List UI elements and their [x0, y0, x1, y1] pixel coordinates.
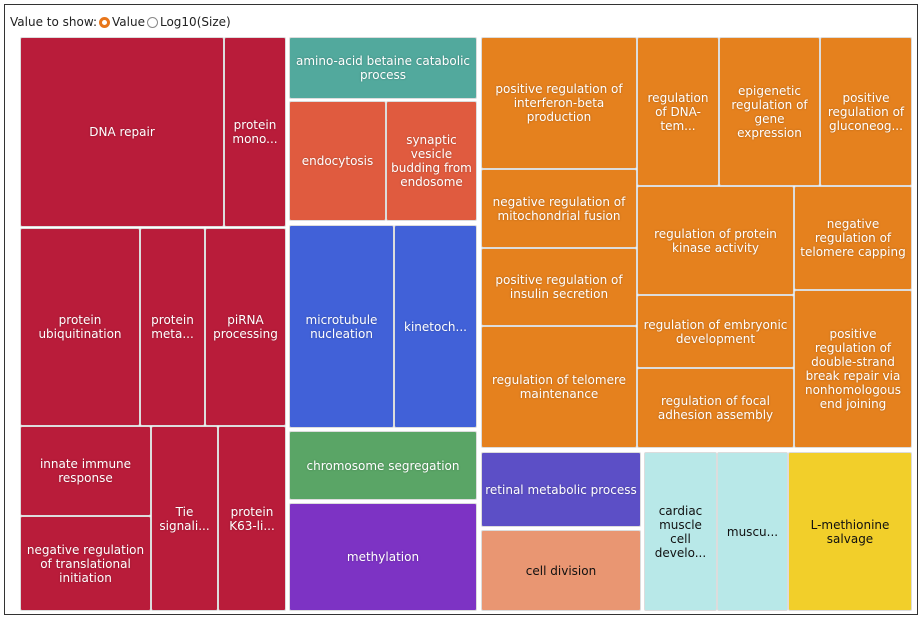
- treemap-tile-label: cell division: [525, 563, 597, 578]
- treemap-tile[interactable]: amino-acid betaine catabolic process: [289, 37, 477, 99]
- treemap-tile[interactable]: methylation: [289, 503, 477, 611]
- treemap-tile-label: amino-acid betaine catabolic process: [295, 54, 471, 82]
- treemap-tile-label: positive regulation of double-strand bre…: [804, 327, 902, 411]
- treemap-tile-label: protein meta...: [151, 313, 194, 341]
- treemap-tile-label: muscu...: [726, 524, 779, 539]
- treemap-tile[interactable]: protein ubiquitination: [20, 228, 140, 426]
- treemap-tile-label: methylation: [346, 550, 420, 564]
- radio-value[interactable]: Value: [99, 15, 145, 29]
- treemap-tile[interactable]: positive regulation of insulin secretion: [481, 248, 637, 326]
- chart-frame: [4, 4, 918, 615]
- treemap-tile[interactable]: cell division: [481, 530, 641, 611]
- treemap-tile[interactable]: regulation of protein kinase activity: [637, 186, 794, 295]
- treemap-tile-label: protein mono...: [232, 118, 278, 146]
- treemap-tile[interactable]: epigenetic regulation of gene expression: [719, 37, 820, 186]
- treemap-tile-label: epigenetic regulation of gene expression: [731, 83, 808, 140]
- treemap-tile[interactable]: kinetoch...: [394, 225, 477, 428]
- treemap-tile-label: cardiac muscle cell develo...: [654, 503, 707, 560]
- treemap-tile-label: DNA repair: [89, 125, 155, 139]
- treemap-tile[interactable]: chromosome segregation: [289, 431, 477, 500]
- treemap-tile[interactable]: protein K63-li...: [218, 426, 286, 611]
- treemap-tile[interactable]: negative regulation of mitochondrial fus…: [481, 169, 637, 248]
- treemap-tile-label: positive regulation of interferon-beta p…: [495, 82, 623, 124]
- treemap-tile[interactable]: regulation of telomere maintenance: [481, 326, 637, 448]
- treemap-tile-label: regulation of telomere maintenance: [491, 373, 627, 401]
- treemap-tile-label: negative regulation of mitochondrial fus…: [492, 194, 626, 223]
- treemap-tile[interactable]: negative regulation of telomere capping: [794, 186, 912, 290]
- treemap-tile-label: microtubule nucleation: [305, 312, 378, 341]
- treemap-tile[interactable]: regulation of focal adhesion assembly: [637, 368, 794, 448]
- treemap-tile-label: endocytosis: [301, 154, 374, 168]
- treemap-tile[interactable]: positive regulation of interferon-beta p…: [481, 37, 637, 169]
- treemap-tile-label: kinetoch...: [404, 319, 467, 334]
- radio-log10-size-label: Log10(Size): [159, 15, 231, 29]
- treemap-tile-label: regulation of embryonic development: [643, 317, 788, 346]
- treemap-tile[interactable]: L-methionine salvage: [788, 452, 912, 611]
- treemap-tile[interactable]: microtubule nucleation: [289, 225, 394, 428]
- value-selector: Value to show: Value Log10(Size): [10, 15, 231, 29]
- treemap-tile[interactable]: protein mono...: [224, 37, 286, 227]
- radio-value-label: Value: [112, 15, 145, 29]
- treemap-tile[interactable]: protein meta...: [140, 228, 205, 426]
- treemap-tile[interactable]: muscu...: [717, 452, 788, 611]
- treemap-tile-label: chromosome segregation: [306, 458, 460, 473]
- treemap-tile[interactable]: positive regulation of double-strand bre…: [794, 290, 912, 448]
- treemap-tile-label: regulation of DNA-tem...: [647, 90, 709, 133]
- treemap-tile[interactable]: synaptic vesicle budding from endosome: [386, 101, 477, 221]
- treemap-tile[interactable]: piRNA processing: [205, 228, 286, 426]
- treemap-tile[interactable]: positive regulation of gluconeog...: [820, 37, 912, 186]
- treemap-tile-label: positive regulation of gluconeog...: [827, 90, 905, 133]
- treemap-tile-label: negative regulation of telomere capping: [800, 217, 906, 259]
- value-selector-label: Value to show:: [10, 15, 98, 29]
- treemap-tile[interactable]: innate immune response: [20, 426, 151, 516]
- treemap-tile-label: regulation of focal adhesion assembly: [657, 394, 774, 422]
- treemap-tile[interactable]: regulation of DNA-tem...: [637, 37, 719, 186]
- treemap-tile-label: retinal metabolic process: [485, 482, 637, 497]
- treemap-tile[interactable]: cardiac muscle cell develo...: [644, 452, 717, 611]
- radio-unchecked-icon: [146, 16, 158, 28]
- treemap-tile-label: protein K63-li...: [229, 504, 275, 533]
- treemap-tile-label: piRNA processing: [213, 313, 278, 341]
- radio-log10-size[interactable]: Log10(Size): [146, 15, 231, 29]
- treemap-tile-label: positive regulation of insulin secretion: [495, 273, 623, 301]
- treemap-tile[interactable]: DNA repair: [20, 37, 224, 227]
- treemap-tile-label: innate immune response: [39, 457, 132, 485]
- treemap-tile[interactable]: negative regulation of translational ini…: [20, 516, 151, 611]
- treemap-tile-label: regulation of protein kinase activity: [654, 226, 777, 255]
- treemap-tile[interactable]: endocytosis: [289, 101, 386, 221]
- treemap-tile-label: negative regulation of translational ini…: [26, 542, 145, 585]
- treemap-tile-label: L-methionine salvage: [810, 517, 890, 546]
- treemap-tile[interactable]: regulation of embryonic development: [637, 295, 794, 368]
- treemap-tile[interactable]: Tie signali...: [151, 426, 218, 611]
- treemap-tile[interactable]: retinal metabolic process: [481, 452, 641, 527]
- treemap-tile-label: protein ubiquitination: [38, 313, 122, 341]
- radio-checked-icon: [99, 16, 111, 28]
- treemap-tile-label: synaptic vesicle budding from endosome: [391, 133, 472, 189]
- treemap-tile-label: Tie signali...: [159, 504, 210, 533]
